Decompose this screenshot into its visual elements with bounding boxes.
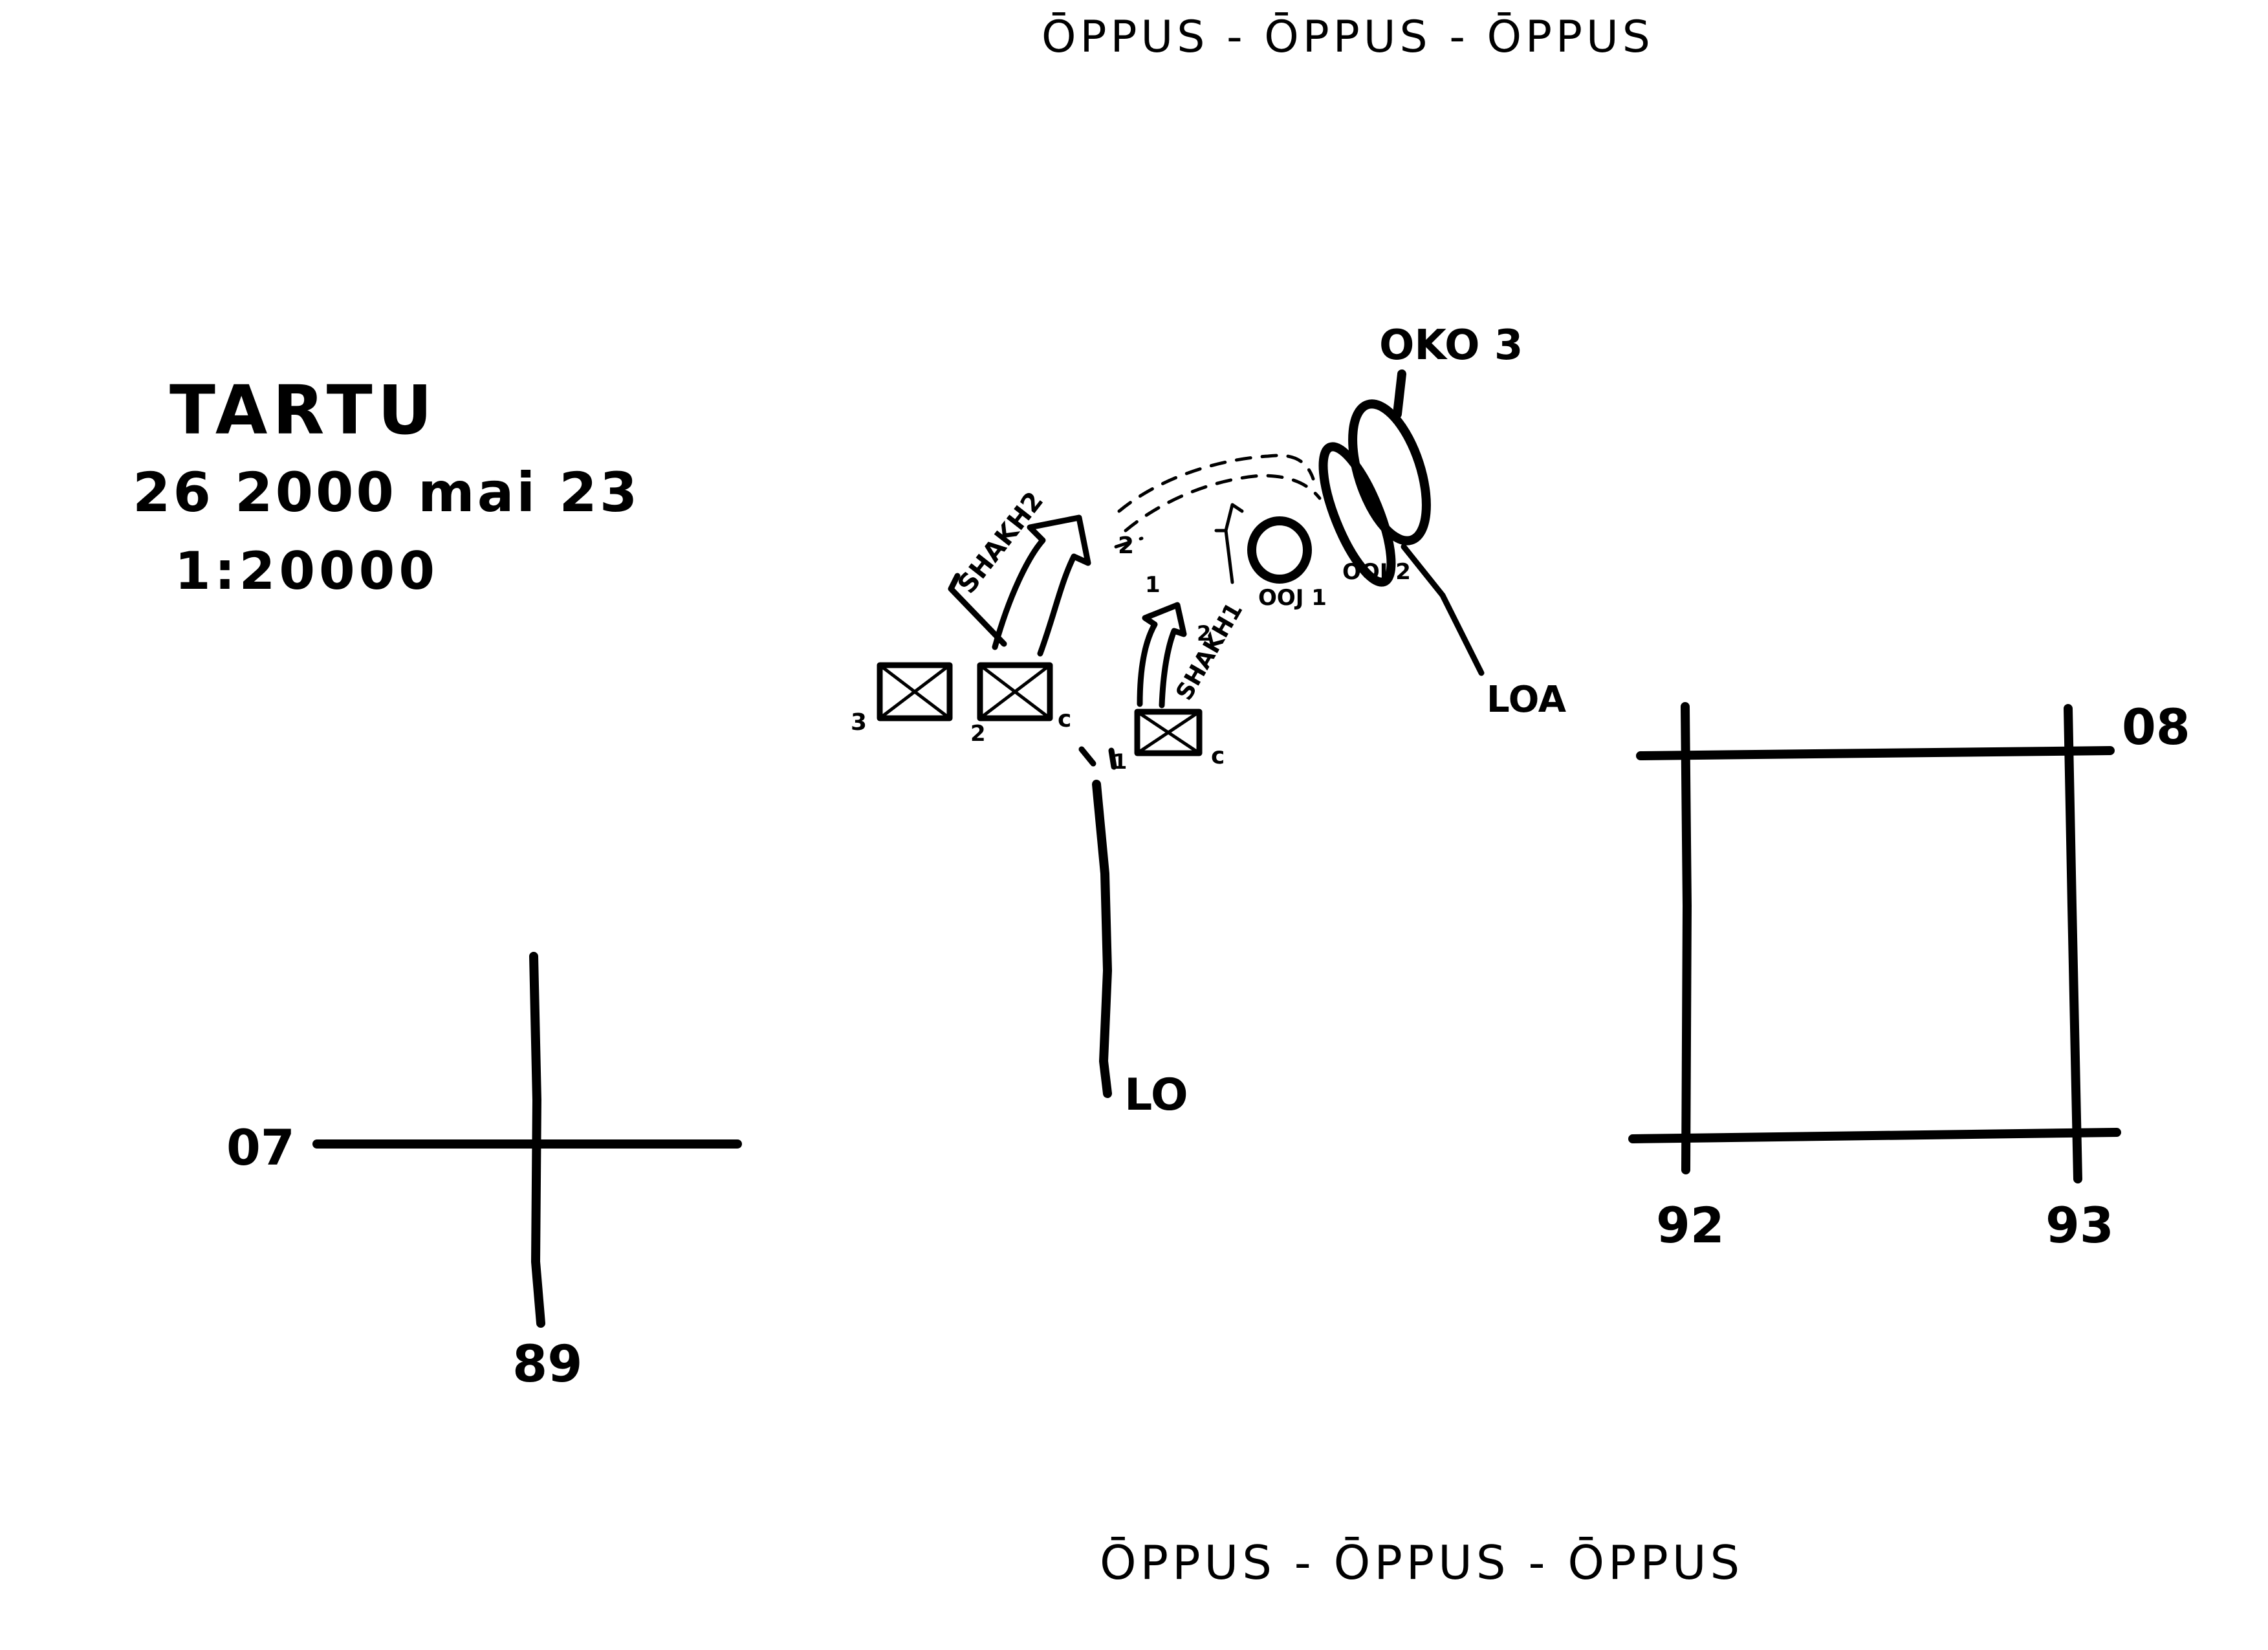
attack-arrow-small <box>1137 602 1187 709</box>
right-grid-bottom-right-label: 93 <box>2045 1196 2114 1254</box>
unit-label-c1: c <box>1058 706 1071 732</box>
dashed-route-upper <box>1117 454 1315 513</box>
objective-label-ooj1: OOJ 1 <box>1258 585 1327 611</box>
objective-ellipse-2 <box>1348 399 1431 545</box>
place-label: TARTU <box>169 371 437 450</box>
route-line-oko3 <box>1393 369 1406 419</box>
objective-marker <box>1214 503 1244 584</box>
attack-arrow-large-bracket <box>948 573 1007 647</box>
unit-label-1: 1 <box>1113 749 1127 774</box>
unit-box-2 <box>977 662 1053 721</box>
footer-text: ŌPPUS - ŌPPUS - ŌPPUS <box>1100 1535 1743 1590</box>
small-mark-2: 2 <box>1118 533 1134 559</box>
objective-circle <box>1247 516 1312 584</box>
dashed-route-short <box>1114 536 1144 549</box>
small-mark-arrow: 2 <box>1197 621 1211 646</box>
right-grid-top-right-label: 08 <box>2122 698 2190 756</box>
route-line-lo-tick-2 <box>1108 747 1117 770</box>
unit-box-1 <box>1134 709 1203 756</box>
attack-arrow-small-label: SHAKH1 <box>1171 598 1248 705</box>
left-grid-cross <box>312 952 742 1328</box>
header-text: ŌPPUS - ŌPPUS - ŌPPUS <box>1041 12 1654 63</box>
scale-label: 1:20000 <box>175 541 439 601</box>
route-line-lo <box>1092 780 1112 1098</box>
left-cross-horizontal-label: 07 <box>226 1119 295 1176</box>
unit-box-3 <box>877 662 953 721</box>
objective-label-ooj2: OOJ 2 <box>1342 559 1411 585</box>
route-label-lo: LO <box>1124 1070 1188 1121</box>
date-label: 26 2000 mai 23 <box>133 461 640 524</box>
route-label-oko3: OKO 3 <box>1379 322 1523 369</box>
unit-label-3: 3 <box>851 709 867 736</box>
small-mark-1: 1 <box>1145 572 1161 598</box>
unit-label-c2: c <box>1211 743 1225 769</box>
route-label-loa: LOA <box>1487 679 1567 721</box>
route-line-loa <box>1401 544 1485 676</box>
right-grid-bottom-left-label: 92 <box>1656 1196 1725 1254</box>
left-cross-vertical-label: 89 <box>512 1336 583 1394</box>
objective-ellipse-1 <box>1318 442 1396 587</box>
route-line-lo-tick <box>1078 746 1096 767</box>
unit-label-2: 2 <box>970 721 986 747</box>
right-grid-square <box>1628 702 2121 1183</box>
attack-arrow-large <box>992 514 1091 657</box>
attack-arrow-large-label: SHAKH2 <box>952 487 1049 600</box>
dashed-route-lower <box>1124 474 1322 533</box>
